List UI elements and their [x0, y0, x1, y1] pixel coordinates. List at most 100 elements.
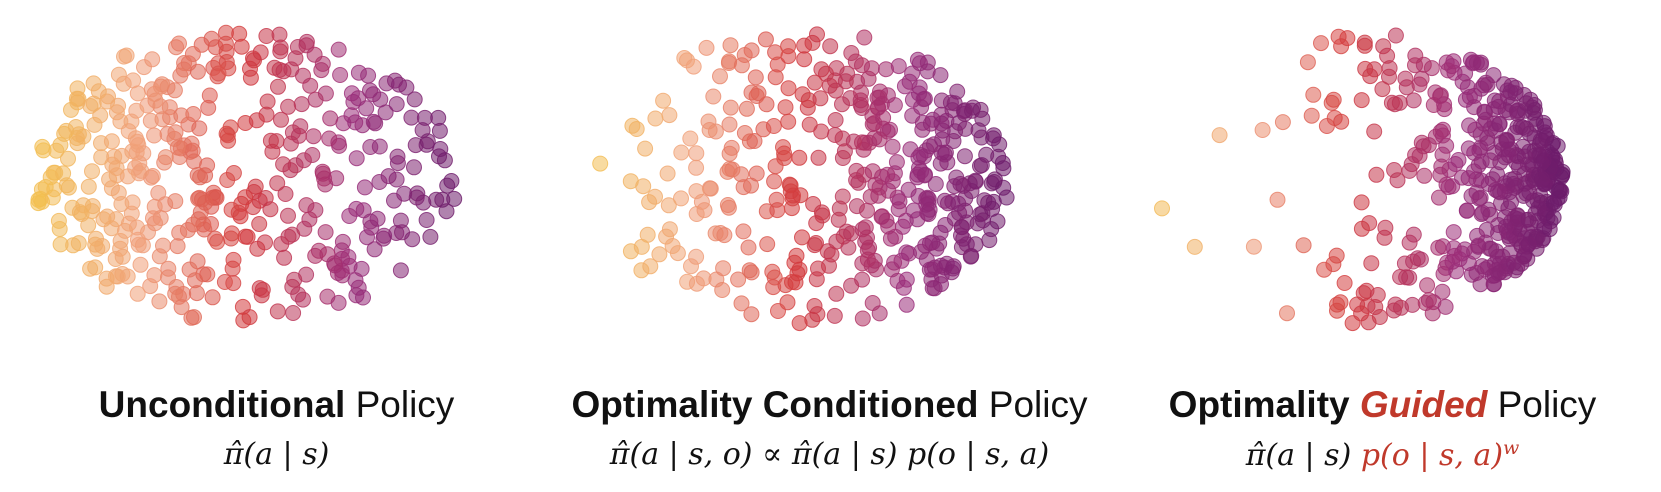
scatter-point: [813, 61, 830, 78]
scatter-point: [432, 141, 449, 157]
scatter-point: [30, 191, 47, 208]
scatter-point: [622, 173, 639, 190]
scatter-point: [714, 282, 731, 298]
scatter-point: [904, 107, 921, 124]
title-accent: Guided: [1359, 384, 1488, 425]
scatter-point: [248, 112, 265, 129]
scatter-point: [119, 168, 136, 185]
scatter-point: [967, 236, 984, 253]
scatter-point: [310, 242, 327, 259]
scatter-point: [673, 190, 689, 207]
scatter-point: [150, 185, 167, 201]
scatter-point: [787, 274, 804, 291]
scatter-point: [249, 240, 266, 257]
scatter-point: [746, 133, 763, 149]
scatter-point: [766, 173, 783, 190]
scatter-point: [1381, 68, 1397, 85]
scatter-point: [747, 69, 764, 86]
scatter-point: [796, 51, 813, 68]
scatter-point: [1520, 211, 1537, 228]
scatter-point: [827, 112, 844, 128]
scatter-point: [285, 305, 302, 321]
scatter-point: [884, 138, 901, 155]
scatter-point: [1366, 123, 1383, 140]
scatter-point: [167, 285, 184, 302]
scatter-point: [1427, 84, 1444, 101]
scatter-point: [1387, 27, 1404, 44]
scatter-point: [765, 118, 782, 134]
scatter-point: [628, 121, 645, 137]
scatter-point: [898, 296, 915, 313]
scatter-point: [688, 183, 705, 200]
scatter-point: [981, 232, 998, 249]
scatter-point: [972, 158, 988, 174]
scatter-point: [1526, 102, 1543, 118]
scatter-point: [1458, 202, 1475, 219]
scatter-point: [282, 162, 299, 179]
scatter-point: [901, 73, 918, 90]
scatter-point: [1461, 88, 1478, 105]
scatter-point: [879, 166, 896, 183]
panel-optimality-guided: Optimality Guided Policy π̂(a | s) p(o |…: [1106, 0, 1659, 492]
scatter-point: [776, 145, 793, 162]
scatter-point: [831, 200, 848, 217]
scatter-point: [301, 211, 318, 228]
panel-title: Optimality Guided Policy: [1106, 384, 1659, 426]
scatter-point: [1416, 167, 1433, 184]
scatter-point: [953, 219, 970, 236]
scatter-point: [269, 175, 286, 192]
scatter-point: [1269, 191, 1286, 208]
scatter-point: [1516, 148, 1533, 165]
scatter-point: [231, 25, 248, 42]
scatter-point: [118, 47, 135, 64]
scatter-point: [50, 212, 67, 229]
scatter-point: [845, 133, 862, 150]
scatter-point: [1379, 47, 1396, 64]
scatter-point: [592, 155, 609, 172]
scatter-point: [688, 206, 705, 222]
scatter-point: [145, 210, 161, 227]
scatter-point: [1503, 77, 1520, 94]
scatter-point: [70, 235, 87, 252]
scatter-point: [290, 286, 307, 303]
scatter-point: [75, 197, 92, 214]
scatter-point: [852, 97, 869, 113]
scatter-point: [272, 43, 289, 60]
panel-title: Optimality Conditioned Policy: [553, 384, 1106, 426]
scatter-point: [1552, 182, 1569, 199]
scatter-point: [307, 91, 324, 108]
scatter-point: [759, 236, 776, 253]
scatter-point: [185, 216, 202, 233]
scatter-point: [151, 293, 168, 310]
scatter-point: [882, 230, 899, 247]
scatter-point: [237, 189, 254, 206]
scatter-point: [106, 148, 123, 165]
scatter-point: [201, 87, 218, 104]
scatter-point: [682, 130, 699, 147]
scatter-point: [207, 230, 224, 247]
scatter-point: [688, 248, 705, 265]
scatter-point: [679, 52, 695, 69]
scatter-point: [936, 192, 953, 209]
scatter-point: [52, 137, 69, 153]
scatter-point: [275, 63, 292, 80]
scatter-point: [276, 249, 293, 266]
scatter-point: [223, 230, 239, 247]
scatter-point: [203, 30, 220, 47]
scatter-point: [388, 171, 405, 188]
scatter-point: [120, 123, 137, 140]
scatter-point: [828, 233, 845, 250]
scatter-point: [132, 256, 149, 273]
scatter-point: [84, 163, 100, 180]
scatter-point: [796, 37, 813, 54]
scatter-point: [173, 107, 190, 124]
scatter-point: [1405, 253, 1422, 270]
scatter-point: [171, 224, 188, 241]
scatter-point: [809, 306, 826, 323]
scatter-point: [1436, 96, 1453, 113]
scatter-point: [306, 46, 323, 63]
scatter-point: [181, 261, 198, 278]
panel-optimality-conditioned: Optimality Conditioned Policy π̂(a | s, …: [553, 0, 1106, 492]
scatter-point: [777, 99, 794, 116]
formula-text: π̂(a | s, o) ∝ π̂(a | s) p(o | s, a): [609, 437, 1050, 472]
